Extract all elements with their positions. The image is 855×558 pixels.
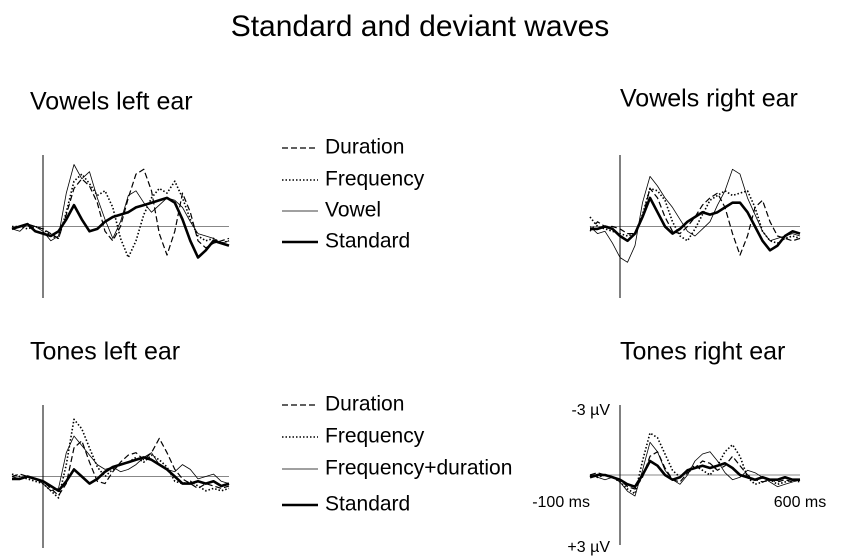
legend-label: Frequency bbox=[325, 425, 425, 448]
panel-title: Tones left ear bbox=[30, 338, 180, 366]
wave bbox=[12, 173, 230, 259]
y-tick-label: -3 µV bbox=[571, 402, 610, 419]
wave bbox=[11, 164, 230, 244]
wave bbox=[589, 168, 801, 263]
y-tick-label: +3 µV bbox=[567, 539, 610, 556]
wave bbox=[590, 196, 801, 252]
x-tick-label: 600 ms bbox=[774, 494, 826, 511]
wave bbox=[11, 196, 230, 259]
legend-label: Standard bbox=[325, 230, 410, 253]
wave bbox=[11, 418, 230, 499]
wave bbox=[12, 456, 230, 493]
wave bbox=[589, 459, 800, 488]
panel-title: Vowels left ear bbox=[30, 88, 193, 116]
x-tick-label: -100 ms bbox=[532, 494, 590, 511]
wave bbox=[589, 432, 801, 495]
panel-title: Vowels right ear bbox=[620, 85, 798, 113]
legend-label: Duration bbox=[325, 136, 404, 159]
wave bbox=[11, 437, 230, 497]
legend-label: Vowel bbox=[325, 199, 381, 222]
figure-title: Standard and deviant waves bbox=[231, 10, 610, 43]
wave bbox=[11, 168, 230, 256]
legend-label: Duration bbox=[325, 393, 404, 416]
legend-label: Frequency bbox=[325, 168, 425, 191]
legend-label: Standard bbox=[325, 493, 410, 516]
wave bbox=[589, 187, 801, 256]
wave bbox=[11, 435, 230, 492]
panel-title: Tones right ear bbox=[620, 338, 785, 366]
legend-label: Frequency+duration bbox=[325, 457, 512, 480]
